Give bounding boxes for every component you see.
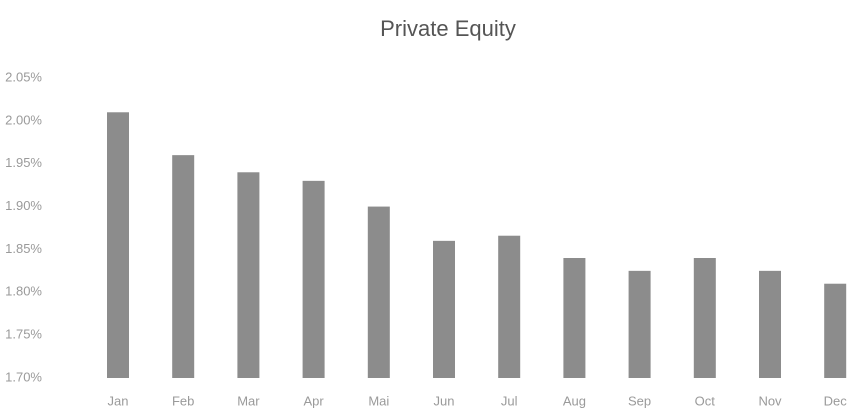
x-tick-label: Apr bbox=[303, 393, 324, 408]
bar bbox=[172, 155, 195, 378]
x-tick-label: Sep bbox=[628, 393, 651, 408]
bar bbox=[824, 283, 847, 378]
bar bbox=[237, 172, 260, 378]
chart-title: Private Equity bbox=[380, 16, 516, 41]
x-tick-label: Mai bbox=[368, 393, 389, 408]
x-tick-label: Jun bbox=[434, 393, 455, 408]
bar bbox=[759, 270, 781, 378]
x-tick-label: Oct bbox=[695, 393, 716, 408]
bar bbox=[563, 258, 586, 378]
y-tick-label: 1.70% bbox=[5, 369, 42, 384]
bar bbox=[367, 206, 390, 378]
y-tick-label: 1.80% bbox=[5, 284, 42, 299]
y-tick-label: 1.75% bbox=[5, 327, 42, 342]
y-tick-label: 1.95% bbox=[5, 155, 42, 170]
x-tick-label: Jul bbox=[501, 393, 518, 408]
bar bbox=[433, 240, 455, 378]
y-tick-label: 1.85% bbox=[5, 241, 42, 256]
bar bbox=[498, 235, 521, 378]
x-tick-label: Feb bbox=[172, 393, 194, 408]
x-tick-label: Jan bbox=[108, 393, 129, 408]
bar bbox=[693, 258, 716, 378]
x-tick-label: Mar bbox=[237, 393, 260, 408]
y-tick-label: 2.05% bbox=[5, 69, 42, 84]
y-tick-label: 2.00% bbox=[5, 112, 42, 127]
x-tick-label: Nov bbox=[758, 393, 782, 408]
x-tick-label: Aug bbox=[563, 393, 586, 408]
bar bbox=[628, 270, 651, 378]
bar bbox=[302, 180, 325, 378]
y-tick-label: 1.90% bbox=[5, 198, 42, 213]
x-tick-label: Dec bbox=[824, 393, 848, 408]
bar bbox=[107, 112, 129, 379]
